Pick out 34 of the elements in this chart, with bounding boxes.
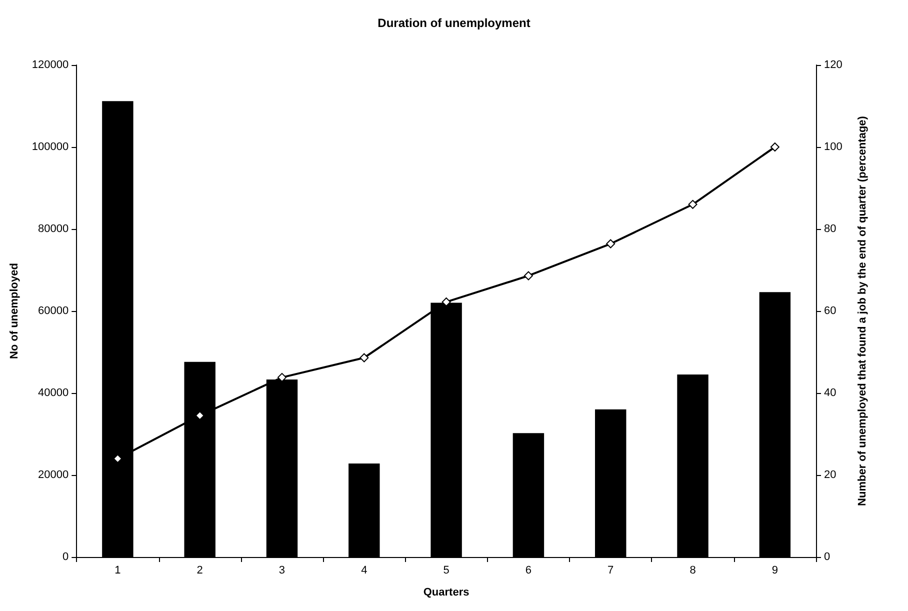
point bbox=[277, 372, 286, 382]
y2-tick-label: 60 bbox=[824, 305, 836, 317]
x-tick-label: 5 bbox=[443, 564, 450, 576]
y2-tick-label: 100 bbox=[824, 141, 842, 153]
y-tick-label: 20000 bbox=[38, 469, 69, 481]
point bbox=[524, 271, 533, 280]
y2-tick-label: 0 bbox=[824, 551, 830, 563]
x-tick-label: 8 bbox=[690, 564, 696, 576]
y2-tick-label: 20 bbox=[824, 469, 836, 481]
x-tick-label: 2 bbox=[196, 564, 203, 576]
y2-tick-label: 80 bbox=[824, 223, 836, 235]
point bbox=[688, 200, 698, 209]
y-axis-title: No of unemployed bbox=[8, 263, 20, 359]
x-tick-label: 1 bbox=[114, 564, 121, 576]
x-tick-label: 6 bbox=[525, 564, 532, 576]
y-tick-label: 40000 bbox=[38, 387, 69, 399]
y2-tick-label: 40 bbox=[824, 387, 836, 399]
x-tick-label: 9 bbox=[772, 564, 778, 576]
point bbox=[606, 239, 616, 248]
point bbox=[770, 142, 780, 152]
y-tick-label: 80000 bbox=[38, 223, 69, 235]
y-tick-label: 60000 bbox=[38, 305, 69, 317]
point bbox=[442, 297, 451, 306]
y-tick-label: 120000 bbox=[32, 59, 69, 71]
x-axis-title: Quarters bbox=[423, 586, 470, 598]
chart-title: Duration of unemployment bbox=[378, 16, 530, 30]
y2-axis-title: Number of unemployed that found a job by the end of quarter (percentage) bbox=[856, 116, 868, 506]
y2-tick-label: 120 bbox=[824, 59, 842, 71]
x-tick-label: 7 bbox=[608, 564, 614, 576]
x-tick-label: 3 bbox=[278, 564, 286, 576]
x-tick-label: 4 bbox=[361, 564, 368, 576]
point bbox=[360, 353, 369, 362]
y-tick-label: 100000 bbox=[32, 141, 69, 153]
y-tick-label: 0 bbox=[62, 551, 69, 563]
